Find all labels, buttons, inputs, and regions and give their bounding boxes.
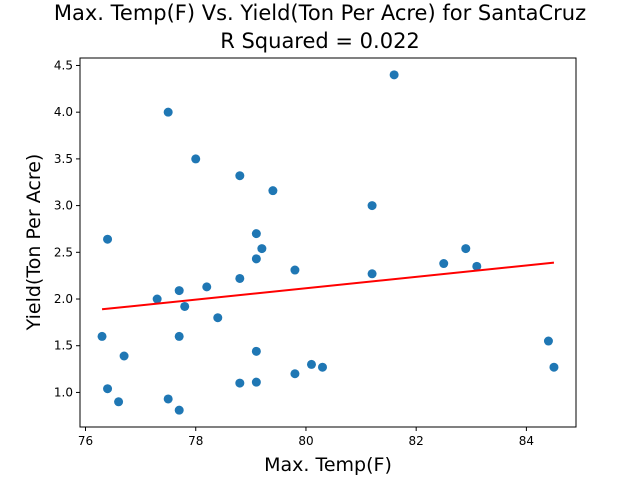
scatter-point bbox=[472, 261, 482, 271]
scatter-point bbox=[251, 377, 261, 387]
scatter-point bbox=[257, 244, 267, 254]
scatter-point bbox=[213, 313, 223, 323]
y-tick-label: 1.0 bbox=[54, 385, 73, 399]
scatter-point bbox=[306, 359, 316, 369]
x-tick-label: 84 bbox=[519, 434, 534, 448]
scatter-point bbox=[163, 107, 173, 117]
regression-line-group bbox=[101, 261, 555, 311]
scatter-point bbox=[235, 378, 245, 388]
y-tick-label: 4.5 bbox=[54, 58, 73, 72]
scatter-point bbox=[290, 265, 300, 275]
scatter-point bbox=[439, 259, 449, 269]
scatter-point bbox=[367, 201, 377, 211]
y-tick-label: 3.5 bbox=[54, 152, 73, 166]
scatter-point bbox=[251, 229, 261, 239]
y-tick-label: 3.0 bbox=[54, 199, 73, 213]
scatter-point bbox=[317, 362, 327, 372]
x-tick-label: 78 bbox=[188, 434, 203, 448]
scatter-point bbox=[119, 351, 129, 361]
scatter-point bbox=[163, 394, 173, 404]
scatter-point bbox=[114, 397, 124, 407]
scatter-point bbox=[174, 331, 184, 341]
scatter-point bbox=[290, 369, 300, 379]
scatter-point bbox=[549, 362, 559, 372]
scatter-point bbox=[202, 282, 212, 292]
scatter-point bbox=[235, 273, 245, 283]
scatter-point bbox=[191, 154, 201, 164]
scatter-point bbox=[268, 186, 278, 196]
y-tick-label: 2.0 bbox=[54, 292, 73, 306]
scatter-point bbox=[174, 286, 184, 296]
scatter-point bbox=[174, 405, 184, 415]
x-axis-label: Max. Temp(F) bbox=[264, 454, 392, 476]
y-tick-label: 2.5 bbox=[54, 245, 73, 259]
scatter-point bbox=[235, 171, 245, 181]
y-axis-ticks: 1.0 1.5 2.0 2.5 3.0 3.5 4.0 4.5 bbox=[54, 58, 80, 399]
chart-title: Max. Temp(F) Vs. Yield(Ton Per Acre) for… bbox=[54, 1, 586, 25]
x-tick-label: 80 bbox=[298, 434, 313, 448]
scatter-point bbox=[251, 254, 261, 264]
chart-subtitle-r-squared: R Squared = 0.022 bbox=[220, 29, 420, 53]
scatter-point bbox=[389, 70, 399, 80]
scatter-point bbox=[97, 331, 107, 341]
scatter-point bbox=[103, 384, 113, 394]
scatter-point bbox=[543, 336, 553, 346]
plot-area bbox=[79, 57, 577, 428]
scatter-point bbox=[152, 294, 162, 304]
scatter-point bbox=[103, 234, 113, 244]
x-axis-ticks: 76 78 80 82 84 bbox=[78, 427, 534, 448]
x-tick-label: 82 bbox=[409, 434, 424, 448]
x-tick-label: 76 bbox=[78, 434, 93, 448]
y-tick-label: 1.5 bbox=[54, 339, 73, 353]
scatter-point bbox=[180, 301, 190, 311]
y-axis-label: Yield(Ton Per Acre) bbox=[23, 154, 45, 332]
scatter-point bbox=[251, 346, 261, 356]
scatter-point bbox=[367, 269, 377, 279]
regression-line bbox=[101, 261, 555, 311]
data-points bbox=[97, 70, 559, 415]
scatter-point bbox=[461, 244, 471, 254]
y-tick-label: 4.0 bbox=[54, 105, 73, 119]
